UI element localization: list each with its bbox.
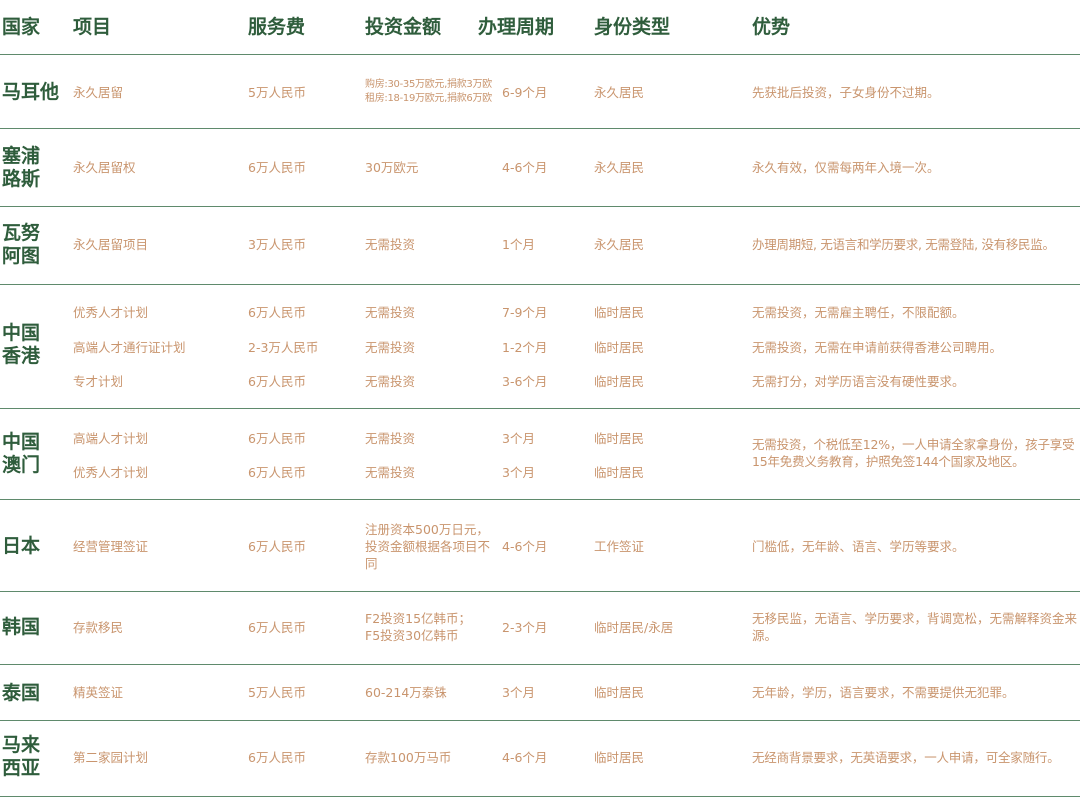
fee-cell: 3万人民币 [248,237,306,252]
advantage-cell: 办理周期短, 无语言和学历要求, 无需登陆, 没有移民监。 [752,237,1055,252]
advantage-cell: 先获批后投资，子女身份不过期。 [752,85,940,100]
period-cell: 2-3个月 [502,620,548,635]
country-label: 马来 西亚 [2,734,41,779]
advantage-cell: 门槛低，无年龄、语言、学历等要求。 [752,539,965,554]
project-cell: 永久居留项目 [73,237,149,252]
period-cell: 4-6个月 [502,539,548,554]
project-cell: 优秀人才计划 [73,305,149,320]
period-cell: 1-2个月 [502,340,548,355]
project-cell: 存款移民 [73,620,124,635]
investment-cell: F2投资15亿韩币； F5投资30亿韩币 [365,611,472,643]
fee-cell: 5万人民币 [248,85,306,100]
country-label: 塞浦 路斯 [2,145,41,190]
identity-cell: 临时居民 [594,750,645,765]
investment-cell: 无需投资 [365,431,416,446]
investment-cell: 购房:30-35万欧元,捐款3万欧 租房:18-19万欧元,捐款6万欧 [365,79,492,104]
project-cell: 高端人才计划 [73,431,149,446]
table-row-macau: 中国 澳门 高端人才计划 6万人民币 无需投资 3个月 临时居民 优秀人才计划 … [0,408,1080,500]
period-cell: 4-6个月 [502,160,548,175]
investment-cell: 无需投资 [365,237,416,252]
investment-cell: 无需投资 [365,374,416,389]
identity-cell: 临时居民/永居 [594,620,674,635]
advantage-cell: 无需投资，个税低至12%，一人申请全家拿身份，孩子享受15年免费义务教育，护照免… [752,437,1075,469]
period-cell: 3个月 [502,465,535,480]
identity-cell: 临时居民 [594,465,645,480]
period-cell: 3-6个月 [502,374,548,389]
project-cell: 第二家园计划 [73,750,149,765]
advantage-cell: 无经商背景要求，无英语要求，一人申请，可全家随行。 [752,750,1060,765]
project-cell: 精英签证 [73,685,124,700]
table-row-hongkong: 中国 香港 优秀人才计划 6万人民币 无需投资 7-9个月 临时居民 无需投资，… [0,284,1080,409]
fee-cell: 5万人民币 [248,685,306,700]
header-period: 办理周期 [478,16,555,38]
table-row-korea: 韩国 存款移民 6万人民币 F2投资15亿韩币； F5投资30亿韩币 2-3个月… [0,591,1080,665]
period-cell: 7-9个月 [502,305,548,320]
fee-cell: 6万人民币 [248,539,306,554]
advantage-cell: 无需打分，对学历语言没有硬性要求。 [752,374,965,389]
period-cell: 1个月 [502,237,535,252]
investment-cell: 无需投资 [365,305,416,320]
project-cell: 专才计划 [73,374,124,389]
investment-cell: 无需投资 [365,465,416,480]
header-identity: 身份类型 [594,16,671,38]
identity-cell: 永久居民 [594,85,645,100]
identity-cell: 临时居民 [594,431,645,446]
country-label: 泰国 [2,682,41,704]
fee-cell: 6万人民币 [248,431,306,446]
fee-cell: 6万人民币 [248,160,306,175]
table-row-japan: 日本 经营管理签证 6万人民币 注册资本500万日元，投资金额根据各项目不同 4… [0,499,1080,592]
advantage-cell: 无需投资，无需在申请前获得香港公司聘用。 [752,340,1003,355]
country-label: 韩国 [2,616,41,638]
table-row-cyprus: 塞浦 路斯 永久居留权 6万人民币 30万欧元 4-6个月 永久居民 永久有效，… [0,128,1080,207]
project-cell: 经营管理签证 [73,539,149,554]
header-country: 国家 [2,16,41,38]
identity-cell: 临时居民 [594,340,645,355]
project-cell: 永久居留 [73,85,124,100]
project-cell: 高端人才通行证计划 [73,340,186,355]
project-cell: 永久居留权 [73,160,136,175]
header-advantage: 优势 [752,16,791,38]
table-row-malaysia: 马来 西亚 第二家园计划 6万人民币 存款100万马币 4-6个月 临时居民 无… [0,720,1080,797]
fee-cell: 6万人民币 [248,620,306,635]
table-header: 国家 项目 服务费 投资金额 办理周期 身份类型 优势 [0,0,1080,54]
investment-cell: 存款100万马币 [365,750,452,765]
country-label: 马耳他 [2,81,60,103]
country-label: 瓦努 阿图 [2,222,41,267]
advantage-cell: 无年龄，学历，语言要求，不需要提供无犯罪。 [752,685,1015,700]
fee-cell: 6万人民币 [248,305,306,320]
header-project: 项目 [73,16,112,38]
advantage-cell: 无需投资，无需雇主聘任，不限配额。 [752,305,965,320]
identity-cell: 临时居民 [594,685,645,700]
investment-cell: 60-214万泰铢 [365,685,447,700]
fee-cell: 2-3万人民币 [248,340,319,355]
investment-cell: 无需投资 [365,340,416,355]
country-label: 中国 澳门 [2,431,41,476]
identity-cell: 临时居民 [594,374,645,389]
table-row-thailand: 泰国 精英签证 5万人民币 60-214万泰铢 3个月 临时居民 无年龄，学历，… [0,664,1080,721]
period-cell: 6-9个月 [502,85,548,100]
advantage-cell: 永久有效，仅需每两年入境一次。 [752,160,940,175]
identity-cell: 临时居民 [594,305,645,320]
fee-cell: 6万人民币 [248,750,306,765]
identity-cell: 永久居民 [594,237,645,252]
period-cell: 3个月 [502,431,535,446]
project-cell: 优秀人才计划 [73,465,149,480]
table-row-vanuatu: 瓦努 阿图 永久居留项目 3万人民币 无需投资 1个月 永久居民 办理周期短, … [0,206,1080,285]
header-investment: 投资金额 [365,16,442,38]
investment-cell: 30万欧元 [365,160,419,175]
fee-cell: 6万人民币 [248,374,306,389]
identity-cell: 工作签证 [594,539,645,554]
fee-cell: 6万人民币 [248,465,306,480]
table-row-malta: 马耳他 永久居留 5万人民币 购房:30-35万欧元,捐款3万欧 租房:18-1… [0,54,1080,129]
country-label: 中国 香港 [2,322,41,367]
period-cell: 4-6个月 [502,750,548,765]
country-label: 日本 [2,535,41,557]
identity-cell: 永久居民 [594,160,645,175]
header-fee: 服务费 [248,16,306,38]
investment-cell: 注册资本500万日元，投资金额根据各项目不同 [365,522,491,571]
period-cell: 3个月 [502,685,535,700]
table-bottom-divider [0,796,1080,797]
advantage-cell: 无移民监，无语言、学历要求，背调宽松，无需解释资金来源。 [752,611,1078,643]
